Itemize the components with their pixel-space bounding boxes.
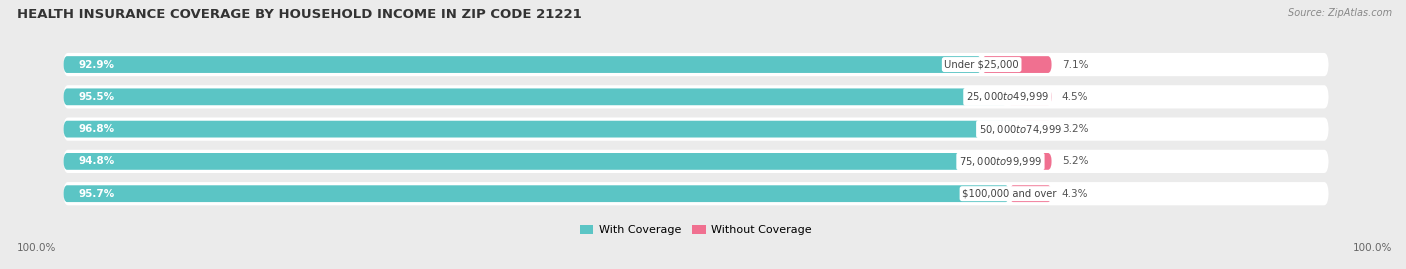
Text: $50,000 to $74,999: $50,000 to $74,999 (979, 123, 1062, 136)
FancyBboxPatch shape (63, 53, 1329, 76)
Text: Source: ZipAtlas.com: Source: ZipAtlas.com (1288, 8, 1392, 18)
FancyBboxPatch shape (63, 121, 1021, 137)
Text: 5.2%: 5.2% (1062, 156, 1088, 167)
FancyBboxPatch shape (63, 89, 1007, 105)
Text: 4.3%: 4.3% (1062, 189, 1088, 199)
FancyBboxPatch shape (981, 56, 1052, 73)
Text: 96.8%: 96.8% (79, 124, 114, 134)
FancyBboxPatch shape (63, 85, 1329, 108)
Legend: With Coverage, Without Coverage: With Coverage, Without Coverage (575, 220, 817, 240)
FancyBboxPatch shape (63, 182, 1329, 205)
Text: 100.0%: 100.0% (1353, 243, 1392, 253)
Text: HEALTH INSURANCE COVERAGE BY HOUSEHOLD INCOME IN ZIP CODE 21221: HEALTH INSURANCE COVERAGE BY HOUSEHOLD I… (17, 8, 582, 21)
Text: 3.2%: 3.2% (1062, 124, 1088, 134)
Text: 7.1%: 7.1% (1062, 59, 1088, 70)
Text: Under $25,000: Under $25,000 (945, 59, 1019, 70)
FancyBboxPatch shape (63, 153, 1001, 170)
Text: 94.8%: 94.8% (79, 156, 114, 167)
FancyBboxPatch shape (1007, 89, 1052, 105)
Text: 92.9%: 92.9% (79, 59, 114, 70)
Text: 95.5%: 95.5% (79, 92, 114, 102)
Text: $75,000 to $99,999: $75,000 to $99,999 (959, 155, 1042, 168)
Text: $25,000 to $49,999: $25,000 to $49,999 (966, 90, 1049, 103)
Text: 4.5%: 4.5% (1062, 92, 1088, 102)
FancyBboxPatch shape (1001, 153, 1052, 170)
FancyBboxPatch shape (1010, 185, 1052, 202)
Text: 100.0%: 100.0% (17, 243, 56, 253)
FancyBboxPatch shape (63, 56, 981, 73)
FancyBboxPatch shape (63, 150, 1329, 173)
FancyBboxPatch shape (63, 185, 1010, 202)
FancyBboxPatch shape (1021, 121, 1052, 137)
FancyBboxPatch shape (63, 118, 1329, 141)
Text: 95.7%: 95.7% (79, 189, 114, 199)
Text: $100,000 and over: $100,000 and over (962, 189, 1056, 199)
